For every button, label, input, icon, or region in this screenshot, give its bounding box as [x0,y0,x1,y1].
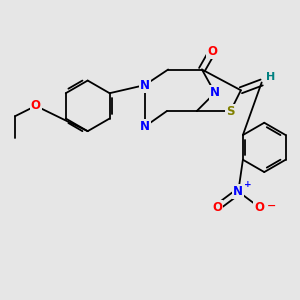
Text: O: O [254,201,264,214]
Text: S: S [226,105,235,118]
Text: O: O [31,99,41,112]
Text: N: N [233,185,243,198]
Text: O: O [207,45,217,58]
Text: +: + [244,180,252,189]
Text: H: H [266,72,275,82]
Text: O: O [212,201,223,214]
Text: N: N [210,86,220,99]
Text: N: N [140,79,150,92]
Text: N: N [140,120,150,133]
Text: −: − [267,201,276,211]
